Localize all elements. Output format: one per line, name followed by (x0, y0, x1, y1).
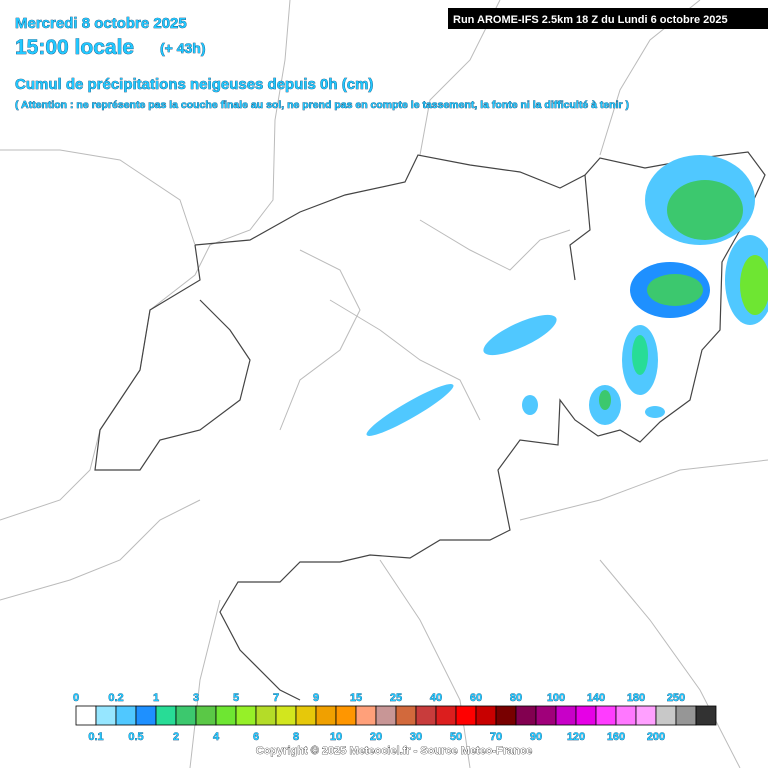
copyright: Copyright © 2025 Meteociel.fr - Source M… (256, 745, 532, 757)
snow-area (632, 335, 648, 375)
snow-area (647, 274, 703, 306)
legend-label: 50 (450, 731, 462, 743)
legend-swatch (535, 705, 557, 726)
time: 15:00 locale (15, 36, 134, 59)
legend-label: 4 (213, 731, 220, 743)
legend-label: 160 (607, 731, 625, 743)
map-note: ( Attention : ne représente pas la couch… (15, 99, 629, 111)
legend-label: 5 (233, 692, 239, 704)
snow-area (599, 390, 611, 410)
snow-area (645, 406, 665, 418)
legend-swatch (595, 705, 617, 726)
legend-label: 1 (153, 692, 159, 704)
legend-swatch (695, 705, 717, 726)
legend-label: 6 (253, 731, 259, 743)
legend-swatch (455, 705, 477, 726)
run-box (448, 8, 768, 29)
snow-area (740, 255, 768, 315)
snow-area (522, 395, 538, 415)
legend-swatch (135, 705, 157, 726)
legend-swatch (615, 705, 637, 726)
legend-swatch (575, 705, 597, 726)
date: Mercredi 8 octobre 2025 (15, 15, 187, 32)
legend-swatch (395, 705, 417, 726)
legend-swatch (295, 705, 317, 726)
legend-swatch (155, 705, 177, 726)
snow-area (667, 180, 743, 240)
legend-swatch (415, 705, 437, 726)
legend-swatch (375, 705, 397, 726)
legend-label: 80 (510, 692, 522, 704)
legend-label: 90 (530, 731, 542, 743)
legend-swatch (95, 705, 117, 726)
legend-label: 60 (470, 692, 482, 704)
legend-label: 200 (647, 731, 665, 743)
legend-swatch (215, 705, 237, 726)
legend-swatch (355, 705, 377, 726)
legend-label: 30 (410, 731, 422, 743)
legend-swatch (255, 705, 277, 726)
legend-label: 250 (667, 692, 685, 704)
legend-label: 100 (547, 692, 565, 704)
legend-swatch (175, 705, 197, 726)
legend-swatch (475, 705, 497, 726)
legend-label: 180 (627, 692, 645, 704)
legend-label: 0.5 (128, 731, 143, 743)
snow-areas (366, 155, 768, 436)
legend-label: 10 (330, 731, 342, 743)
legend-label: 20 (370, 731, 382, 743)
legend-label: 0 (73, 692, 79, 704)
legend-label: 2 (173, 731, 179, 743)
legend-label: 8 (293, 731, 299, 743)
legend-label: 40 (430, 692, 442, 704)
map-title: Cumul de précipitations neigeuses depuis… (15, 76, 373, 93)
legend: 0 0.1 0.2 0.5 1 2 3 4 5 6 7 8 9 10 15 20 25 30 40 50 60 70 80 9… (73, 692, 717, 743)
snow-area (366, 384, 454, 436)
legend-label: 0.1 (88, 731, 103, 743)
lead-time: (+ 43h) (160, 40, 206, 56)
legend-swatch (235, 705, 257, 726)
legend-label: 70 (490, 731, 502, 743)
legend-swatch (495, 705, 517, 726)
legend-label: 120 (567, 731, 585, 743)
legend-label: 15 (350, 692, 362, 704)
legend-swatch (315, 705, 337, 726)
legend-swatch (515, 705, 537, 726)
legend-swatch (275, 705, 297, 726)
legend-label: 7 (273, 692, 279, 704)
legend-label: 140 (587, 692, 605, 704)
snow-area (483, 314, 557, 356)
legend-label: 25 (390, 692, 402, 704)
legend-swatch (555, 705, 577, 726)
legend-label: 9 (313, 692, 319, 704)
legend-swatch (115, 705, 137, 726)
legend-label: 3 (193, 692, 199, 704)
legend-swatch (195, 705, 217, 726)
legend-swatch (435, 705, 457, 726)
legend-swatch (655, 705, 677, 726)
legend-swatch (335, 705, 357, 726)
legend-swatch (675, 705, 697, 726)
legend-label: 0.2 (108, 692, 123, 704)
legend-swatch (635, 705, 657, 726)
run-info: Run AROME-IFS 2.5km 18 Z du Lundi 6 octo… (453, 14, 728, 26)
legend-swatch (75, 705, 97, 726)
